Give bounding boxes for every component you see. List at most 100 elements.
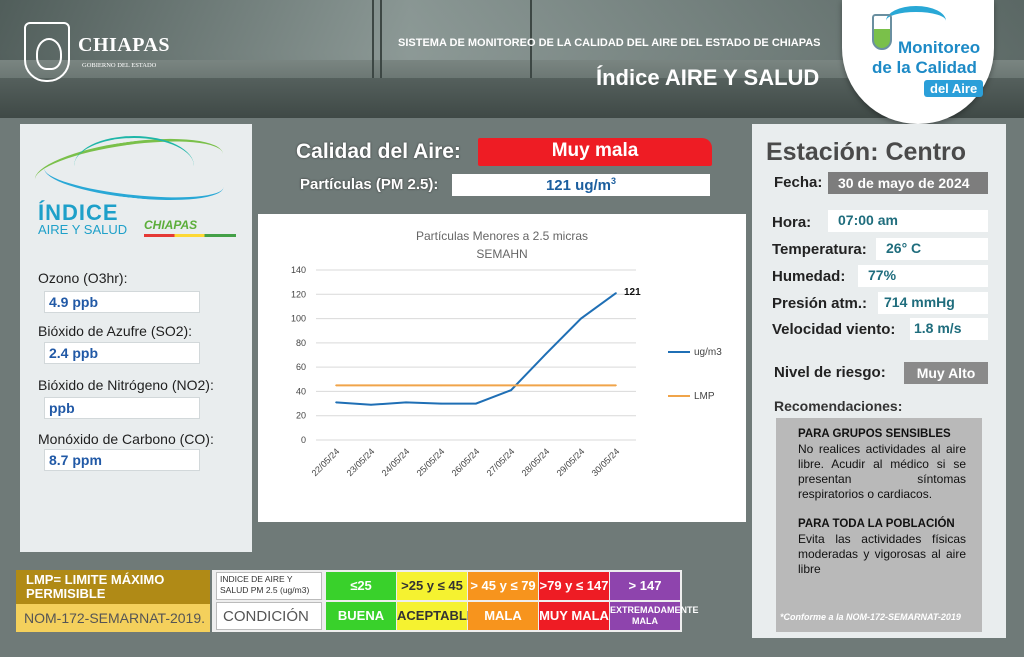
station-title: Estación: Centro [766,138,967,166]
risk-value: Muy Alto [904,362,988,384]
logo-flag-bar [144,234,236,237]
x-tick-label: 27/05/24 [485,446,517,478]
logo-chiapas: CHIAPAS [144,218,198,232]
chart-title: Partículas Menores a 2.5 micras [416,229,588,243]
scale-condition-header: CONDICIÓN [216,602,322,630]
presion-value: 714 mmHg [878,292,988,314]
so2-value: 2.4 ppb [44,342,200,364]
calidad-label: Calidad del Aire: [296,140,461,163]
x-tick-label: 22/05/24 [310,446,342,478]
data-point [615,384,617,387]
banner-tower [530,0,532,118]
data-point [545,352,547,355]
lmp-title: LMP= LIMITE MÁXIMO PERMISIBLE [16,570,210,604]
y-tick-label: 100 [291,314,306,324]
x-tick-label: 28/05/24 [520,446,552,478]
data-point [580,317,582,320]
reco-population-text: Evita las actividades físicas moderadas … [798,532,966,576]
chart-subtitle: SEMAHN [476,247,527,261]
data-point [545,384,547,387]
flask-icon [872,14,892,50]
y-tick-label: 60 [296,362,306,372]
humedad-value: 77% [858,265,988,287]
data-point [475,384,477,387]
government-logo: CHIAPAS GOBIERNO DEL ESTADO [22,20,172,86]
pm-label: Partículas (PM 2.5): [300,176,439,193]
gov-name: CHIAPAS [78,34,171,56]
calidad-value: Muy mala [478,138,712,166]
data-point [475,402,477,405]
pm25-chart: Partículas Menores a 2.5 micras SEMAHN 0… [258,214,746,522]
y-tick-label: 80 [296,338,306,348]
humedad-label: Humedad: [772,268,846,285]
badge-line3: del Aire [924,80,984,97]
y-tick-label: 120 [291,289,306,299]
data-point [615,292,617,294]
system-title: SISTEMA DE MONITOREO DE LA CALIDAD DEL A… [398,37,821,49]
recommendations-title: Recomendaciones: [774,398,903,414]
data-label: 121 [624,287,641,298]
no2-label: Bióxido de Nitrógeno (NO2): [38,377,214,393]
hora-label: Hora: [772,214,812,231]
temperatura-label: Temperatura: [772,241,867,258]
scale-range-cell: ≤25 [326,572,396,600]
indice-aire-salud-logo: ÍNDICE AIRE Y SALUD CHIAPAS [31,129,236,237]
y-tick-label: 140 [291,265,306,275]
y-tick-label: 20 [296,411,306,421]
data-point [510,384,512,387]
data-point [405,384,407,387]
x-tick-label: 23/05/24 [345,446,377,478]
viento-label: Velocidad viento: [772,321,896,338]
data-point [370,384,372,387]
wave-icon [886,6,946,36]
data-point [335,384,337,387]
data-point [405,401,407,404]
reco-sensitive-title: PARA GRUPOS SENSIBLES [798,428,951,440]
presion-label: Presión atm.: [772,295,868,312]
co-value: 8.7 ppm [44,449,200,471]
data-point [510,389,512,392]
scale-condition-cell: EXTREMADAMENTE MALA [610,602,699,630]
pm-value: 121 ug/m3 [452,174,710,196]
legend-label: LMP [694,391,715,402]
x-tick-label: 30/05/24 [590,446,622,478]
x-tick-label: 24/05/24 [380,446,412,478]
badge-line2: de la Calidad [872,58,977,77]
data-point [370,403,372,406]
index-title: Índice AIRE Y SALUD [596,65,820,90]
ozone-label: Ozono (O3hr): [38,270,128,286]
scale-range-cell: >79 y ≤ 147 [539,572,609,600]
scale-condition-cell: MUY MALA [539,602,609,630]
fecha-label: Fecha: [774,174,823,191]
banner-tower [380,0,382,118]
logo-wave [74,136,194,196]
data-point [335,401,337,404]
aqi-scale: INDICE DE AIRE Y SALUD PM 2.5 (ug/m3) CO… [212,570,699,632]
y-tick-label: 0 [301,435,306,445]
fecha-value: 30 de mayo de 2024 [828,172,988,194]
reco-sensitive-text: No realices actividades al aire libre. A… [798,442,966,501]
recommendations-box [776,418,982,632]
ozone-value: 4.9 ppb [44,291,200,313]
coat-of-arms-icon [24,22,70,82]
x-tick-label: 26/05/24 [450,446,482,478]
lmp-legend: LMP= LIMITE MÁXIMO PERMISIBLE NOM-172-SE… [16,570,210,632]
no2-value: ppb [44,397,200,419]
scale-condition-cell: MALA [468,602,538,630]
series-line-ugm3 [335,292,617,406]
data-point [440,402,442,405]
scale-range-cell: >25 y ≤ 45 [397,572,467,600]
temperatura-value: 26° C [876,238,988,260]
viento-value: 1.8 m/s [910,318,988,340]
hora-value: 07:00 am [828,210,988,232]
y-tick-label: 40 [296,386,306,396]
x-tick-label: 29/05/24 [555,446,587,478]
scale-range-cell: > 147 [610,572,680,600]
badge-line1: Monitoreo [898,38,981,57]
data-point [580,384,582,387]
logo-aire-salud: AIRE Y SALUD [38,222,128,237]
legend-label: ug/m3 [694,347,722,358]
scale-index-header: INDICE DE AIRE Y SALUD PM 2.5 (ug/m3) [216,572,322,600]
scale-condition-cell: ACEPTABLE [397,602,475,630]
norm-footnote: *Conforme a la NOM-172-SEMARNAT-2019 [780,612,961,622]
